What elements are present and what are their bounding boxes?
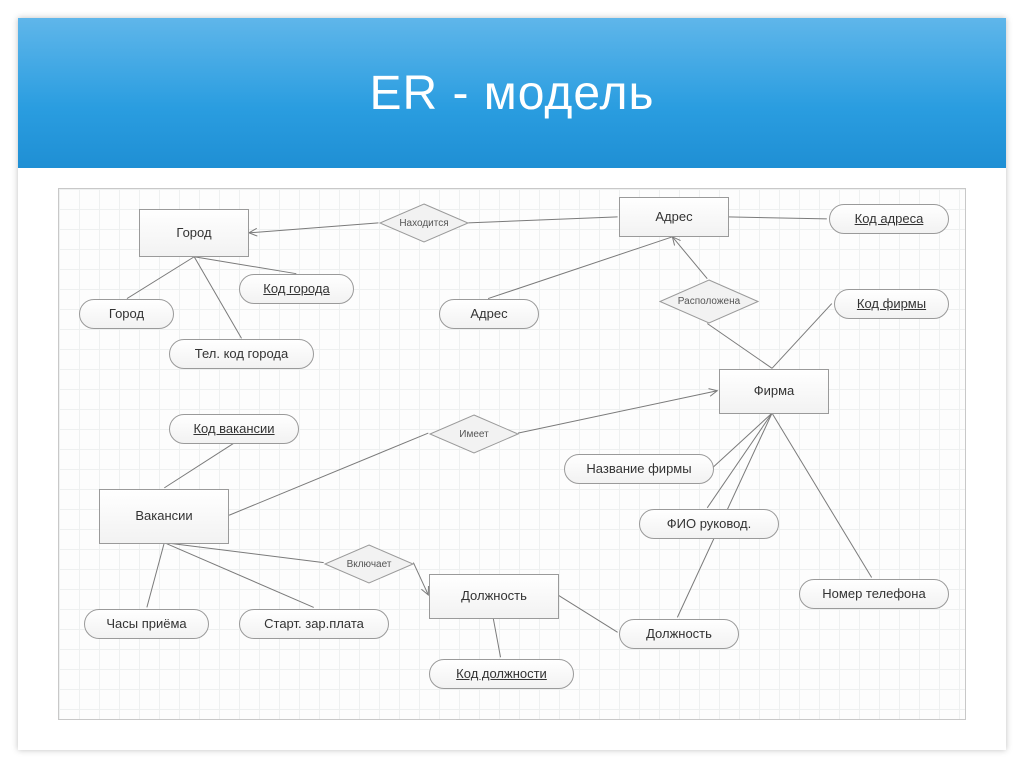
node-rel_placed: Расположена: [659, 279, 759, 324]
node-ent_address: Адрес: [619, 197, 729, 237]
label-att_firm_name: Название фирмы: [586, 462, 691, 476]
label-rel_located: Находится: [399, 218, 448, 229]
label-att_firm_code: Код фирмы: [857, 297, 926, 311]
edges-layer: [59, 189, 965, 719]
node-att_city_name: Город: [79, 299, 174, 329]
label-ent_firm: Фирма: [754, 384, 795, 398]
label-att_firm_tel: Номер телефона: [822, 587, 925, 601]
node-att_pos_name: Должность: [619, 619, 739, 649]
node-att_city_tel: Тел. код города: [169, 339, 314, 369]
node-att_firm_fio: ФИО руковод.: [639, 509, 779, 539]
title-banner: ER - модель: [18, 18, 1006, 168]
node-rel_located: Находится: [379, 203, 469, 243]
node-ent_position: Должность: [429, 574, 559, 619]
label-att_city_code: Код города: [263, 282, 329, 296]
label-att_city_name: Город: [109, 307, 144, 321]
label-att_pos_code: Код должности: [456, 667, 547, 681]
label-att_city_tel: Тел. код города: [195, 347, 288, 361]
node-att_firm_code: Код фирмы: [834, 289, 949, 319]
slide-frame: ER - модель Город Адрес Фирма Вакансии Должн…: [0, 0, 1024, 768]
node-att_pos_code: Код должности: [429, 659, 574, 689]
node-att_addr_code: Код адреса: [829, 204, 949, 234]
node-ent_firm: Фирма: [719, 369, 829, 414]
label-att_vac_hours: Часы приёма: [106, 617, 186, 631]
node-ent_city: Город: [139, 209, 249, 257]
label-rel_includes: Включает: [347, 559, 392, 570]
node-att_vac_salary: Старт. зар.плата: [239, 609, 389, 639]
node-rel_has: Имеет: [429, 414, 519, 454]
label-ent_position: Должность: [461, 589, 527, 603]
label-ent_vacancy: Вакансии: [135, 509, 192, 523]
label-att_vac_code: Код вакансии: [193, 422, 274, 436]
slide-title: ER - модель: [369, 66, 654, 121]
label-rel_placed: Расположена: [678, 296, 740, 307]
node-att_vac_code: Код вакансии: [169, 414, 299, 444]
node-att_city_code: Код города: [239, 274, 354, 304]
label-rel_has: Имеет: [459, 429, 488, 440]
label-att_addr_name: Адрес: [470, 307, 507, 321]
slide-inner: ER - модель Город Адрес Фирма Вакансии Должн…: [18, 18, 1006, 750]
label-att_firm_fio: ФИО руковод.: [667, 517, 752, 531]
label-att_addr_code: Код адреса: [855, 212, 924, 226]
label-att_vac_salary: Старт. зар.плата: [264, 617, 364, 631]
node-att_vac_hours: Часы приёма: [84, 609, 209, 639]
er-diagram: Город Адрес Фирма Вакансии Должность Находитс…: [58, 188, 966, 720]
node-att_addr_name: Адрес: [439, 299, 539, 329]
node-rel_includes: Включает: [324, 544, 414, 584]
label-ent_address: Адрес: [655, 210, 692, 224]
label-att_pos_name: Должность: [646, 627, 712, 641]
label-ent_city: Город: [176, 226, 211, 240]
node-att_firm_name: Название фирмы: [564, 454, 714, 484]
node-ent_vacancy: Вакансии: [99, 489, 229, 544]
node-att_firm_tel: Номер телефона: [799, 579, 949, 609]
